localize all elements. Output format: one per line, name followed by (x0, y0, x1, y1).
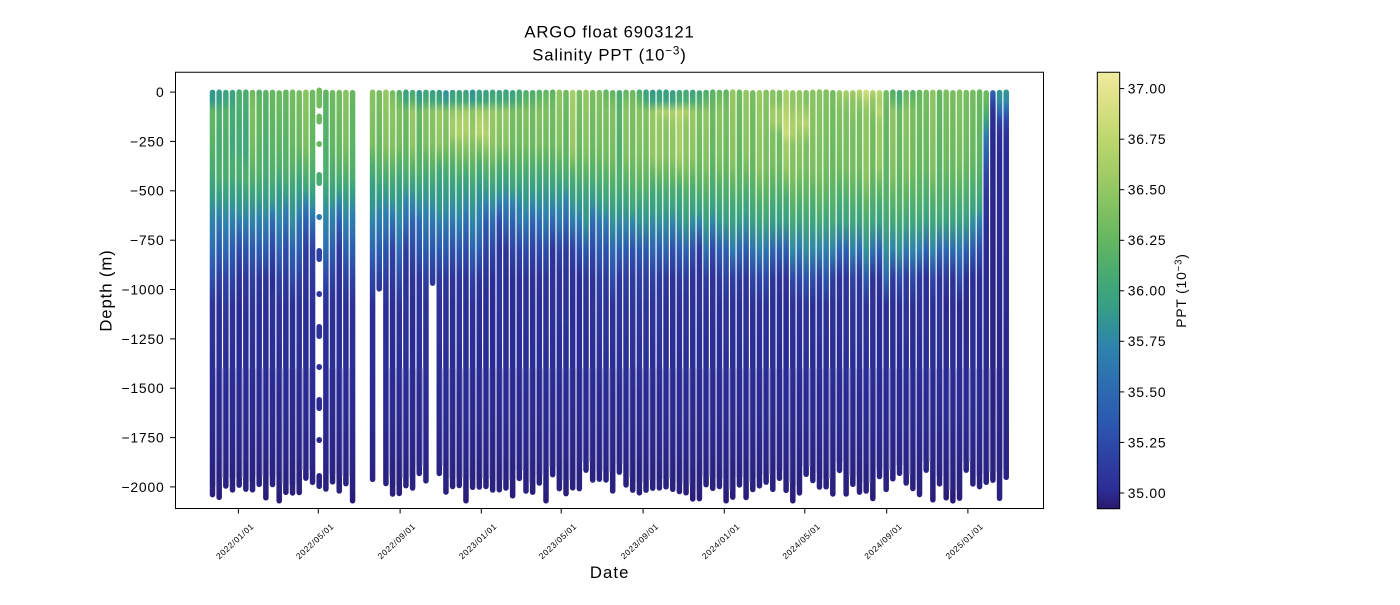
svg-text:−500: −500 (130, 183, 165, 199)
svg-text:36.25: 36.25 (1128, 232, 1167, 248)
svg-text:37.00: 37.00 (1128, 81, 1167, 97)
svg-text:Date: Date (590, 563, 630, 582)
svg-text:−1250: −1250 (121, 331, 164, 347)
svg-text:35.25: 35.25 (1128, 434, 1167, 450)
svg-text:−1500: −1500 (121, 380, 164, 396)
svg-text:ARGO float 6903121: ARGO float 6903121 (524, 22, 694, 41)
svg-text:−250: −250 (130, 133, 165, 149)
svg-text:−750: −750 (130, 232, 165, 248)
svg-text:−2000: −2000 (121, 479, 164, 495)
svg-text:Depth (m): Depth (m) (97, 249, 116, 331)
svg-text:35.75: 35.75 (1128, 333, 1167, 349)
svg-text:−1000: −1000 (121, 281, 164, 297)
svg-text:0: 0 (156, 84, 165, 100)
svg-text:Salinity PPT (10−3): Salinity PPT (10−3) (532, 44, 686, 64)
svg-text:35.00: 35.00 (1128, 485, 1167, 501)
svg-text:36.75: 36.75 (1128, 131, 1167, 147)
svg-text:36.00: 36.00 (1128, 283, 1167, 299)
svg-text:36.50: 36.50 (1128, 182, 1167, 198)
svg-text:−1750: −1750 (121, 430, 164, 446)
svg-text:35.50: 35.50 (1128, 384, 1167, 400)
svg-text:PPT (10−3): PPT (10−3) (1173, 253, 1189, 327)
